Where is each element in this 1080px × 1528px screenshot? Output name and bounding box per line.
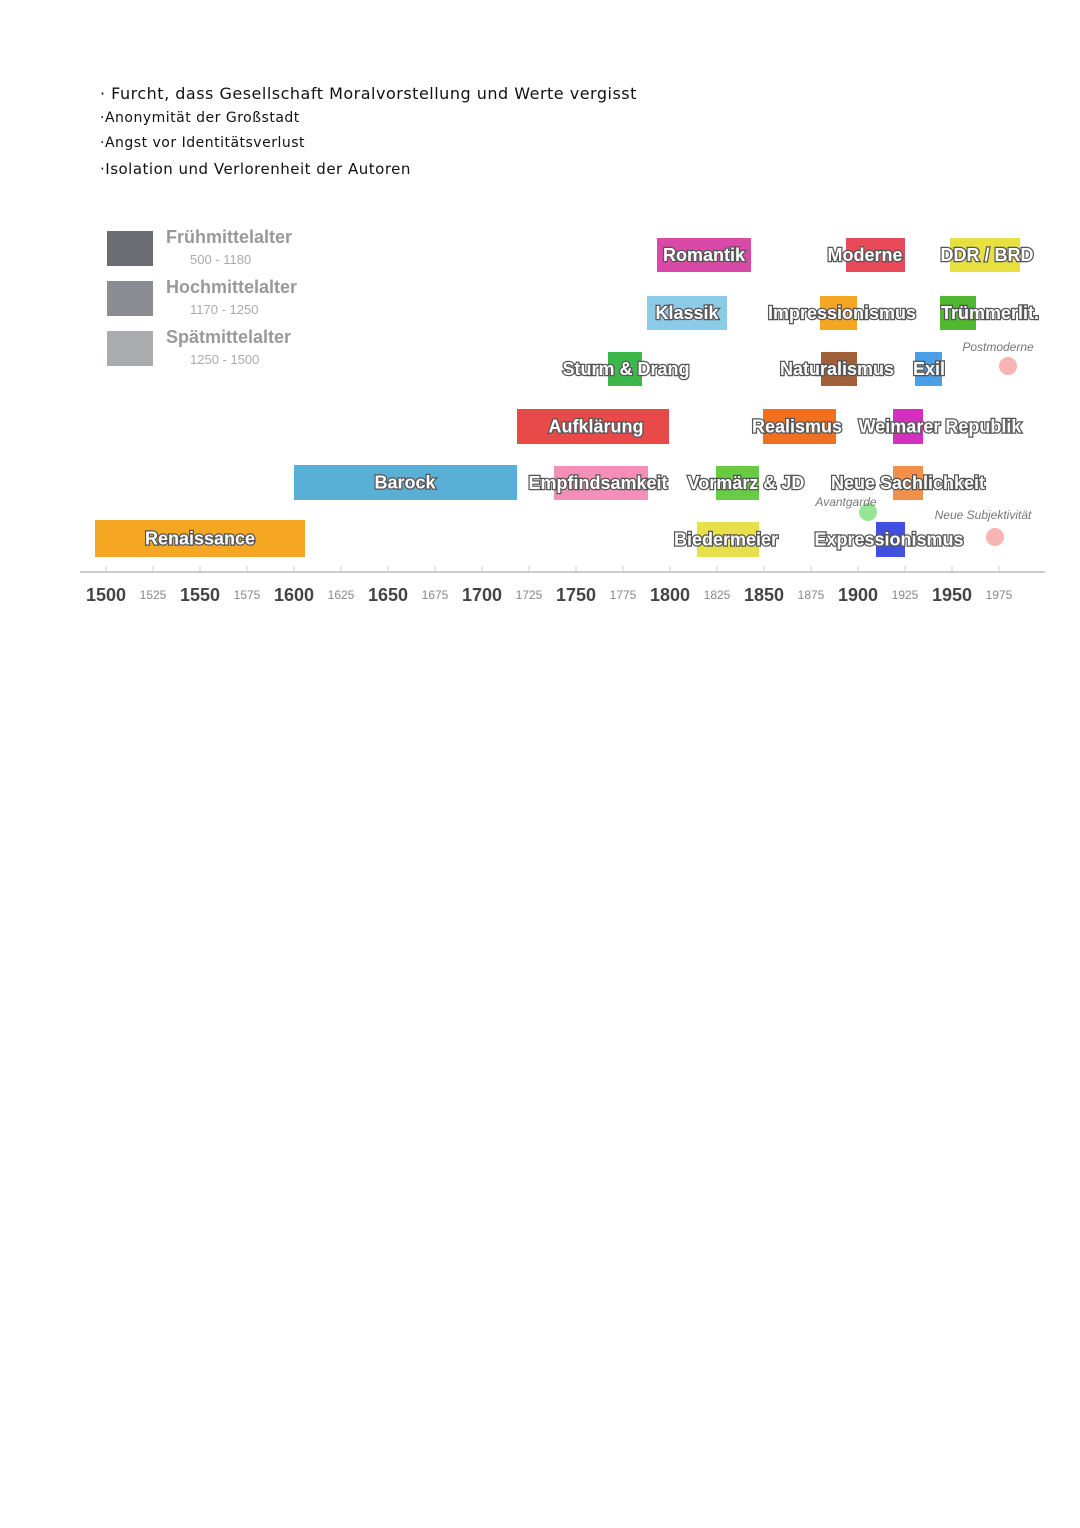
epoch-label: Sturm & Drang xyxy=(562,359,689,379)
axis-label: 1750 xyxy=(556,585,596,605)
epoch-bar xyxy=(716,466,759,500)
epoch-label: Moderne xyxy=(827,245,902,265)
note: ·Angst vor Identitätsverlust xyxy=(100,135,306,151)
epoch-dot xyxy=(859,503,877,521)
legend-range: 1170 - 1250 xyxy=(190,302,258,317)
legend-swatch xyxy=(107,231,153,266)
epoch-bar xyxy=(95,520,305,557)
epoch-label: Romantik xyxy=(663,245,746,265)
axis-label: 1900 xyxy=(838,585,878,605)
axis-label: 1925 xyxy=(892,588,919,602)
epoch-bar xyxy=(608,352,642,386)
epoch-label: Avantgarde xyxy=(814,495,876,509)
epoch-label: Biedermeier xyxy=(674,529,778,549)
axis-label: 1500 xyxy=(86,585,126,605)
epoch-label: Exil xyxy=(913,359,945,379)
axis-label: 1650 xyxy=(368,585,408,605)
legend-name: Spätmittelalter xyxy=(166,327,291,347)
epoch-dot xyxy=(986,528,1004,546)
axis-label: 1575 xyxy=(234,588,261,602)
timeline: Frühmittelalter 500 - 1180 Hochmittelalter… xyxy=(80,227,1045,605)
axis-label: 1875 xyxy=(798,588,825,602)
epoch-label: Aufklärung xyxy=(548,416,643,436)
axis-label: 1675 xyxy=(422,588,449,602)
epoch-bar xyxy=(554,466,648,500)
epoch-bar xyxy=(940,296,976,330)
axis-label: 1825 xyxy=(704,588,731,602)
axis-label: 1600 xyxy=(274,585,314,605)
axis-label: 1525 xyxy=(140,588,167,602)
epoch-bar xyxy=(876,522,905,557)
epoch-bar xyxy=(763,409,836,444)
epoch-bar xyxy=(893,409,923,444)
note: ·Isolation und Verlorenheit der Autoren xyxy=(100,160,411,178)
epoch-bar xyxy=(294,465,517,500)
epoch-label: Barock xyxy=(374,472,436,492)
epoch-bar xyxy=(821,352,857,386)
axis-label: 1625 xyxy=(328,588,355,602)
legend-swatch xyxy=(107,331,153,366)
epoch-label: Expressionismus xyxy=(814,529,963,549)
axis-label: 1975 xyxy=(986,588,1013,602)
epoch-label: Klassik xyxy=(655,303,719,323)
axis-label: 1950 xyxy=(932,585,972,605)
legend-range: 500 - 1180 xyxy=(190,252,251,267)
note: ·Anonymität der Großstadt xyxy=(100,110,300,126)
epoch-label: Empfindsamkeit xyxy=(528,473,667,493)
epoch-label: Impressionismus xyxy=(768,303,916,323)
epoch-bar xyxy=(893,466,923,500)
legend-swatch xyxy=(107,281,153,316)
epoch-label: Vormärz & JD xyxy=(688,473,805,493)
axis-label: 1550 xyxy=(180,585,220,605)
epoch-bar xyxy=(820,296,857,330)
epoch-bar xyxy=(846,238,905,272)
axis-label: 1800 xyxy=(650,585,690,605)
epoch-label: Neue Sachlichkeit xyxy=(831,473,985,493)
axis-label: 1775 xyxy=(610,588,637,602)
legend-name: Hochmittelalter xyxy=(166,277,297,297)
epoch-label: Naturalismus xyxy=(780,359,894,379)
axis-label: 1850 xyxy=(744,585,784,605)
axis-label: 1700 xyxy=(462,585,502,605)
epoch-label: Renaissance xyxy=(145,528,255,548)
epoch-bar xyxy=(697,522,759,557)
epoch-label: Postmoderne xyxy=(962,340,1034,354)
note: · Furcht, dass Gesellschaft Moralvorstel… xyxy=(100,84,637,103)
epoch-bar xyxy=(647,296,727,330)
epoch-label: Weimarer Republik xyxy=(859,416,1023,436)
epoch-label: Trümmerlit. xyxy=(941,303,1039,323)
legend-range: 1250 - 1500 xyxy=(190,352,259,367)
epoch-bar xyxy=(950,238,1020,272)
axis-label: 1725 xyxy=(516,588,543,602)
epoch-bar xyxy=(517,409,669,444)
legend-name: Frühmittelalter xyxy=(166,227,292,247)
epoch-bar xyxy=(915,352,942,386)
epoch-dot xyxy=(999,357,1017,375)
epoch-bar xyxy=(657,238,751,272)
epoch-label: DDR / BRD xyxy=(941,245,1034,265)
epoch-label: Realismus xyxy=(752,416,842,436)
epoch-label: Neue Subjektivität xyxy=(935,508,1032,522)
